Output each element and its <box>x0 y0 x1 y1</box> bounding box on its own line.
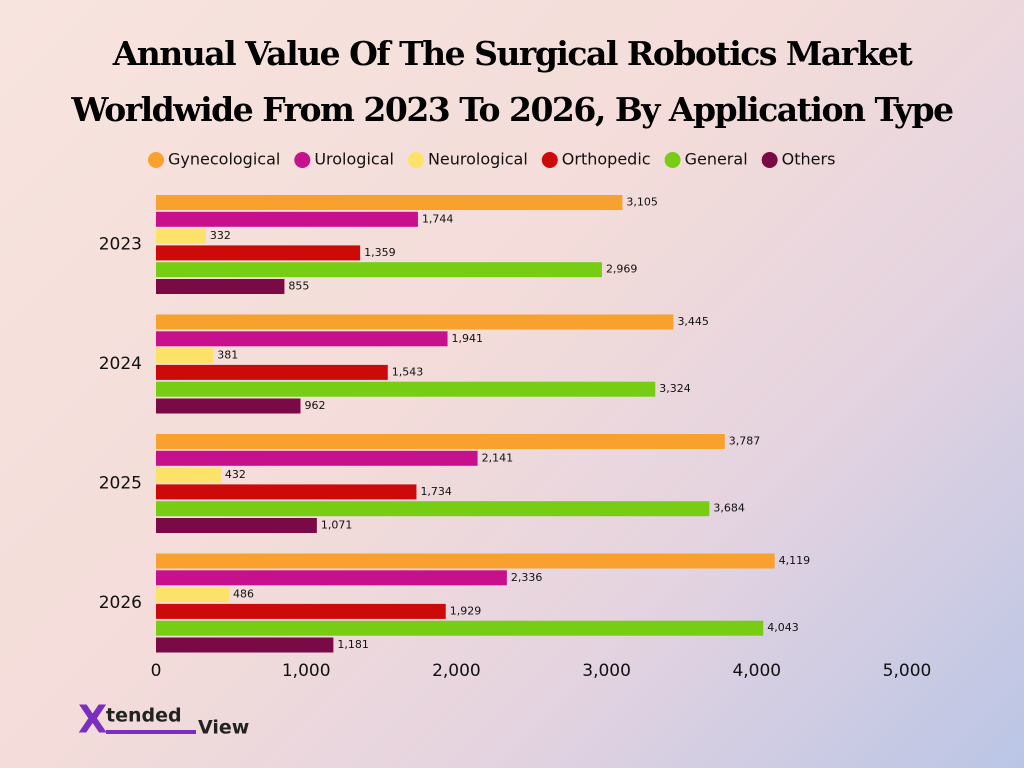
legend-swatch <box>294 152 311 168</box>
bar <box>156 484 417 500</box>
value-label: 1,071 <box>321 519 353 532</box>
bar <box>156 228 206 244</box>
x-tick-label: 5,000 <box>883 661 932 681</box>
bar <box>156 348 214 364</box>
bar <box>156 637 334 653</box>
value-label: 4,043 <box>767 621 799 634</box>
bar <box>156 279 285 294</box>
value-label: 3,445 <box>677 315 709 328</box>
y-tick-label: 2023 <box>99 235 142 255</box>
bar <box>156 434 725 449</box>
bar <box>156 450 478 466</box>
value-label: 381 <box>217 349 238 362</box>
x-tick-label: 3,000 <box>582 661 631 681</box>
bar <box>156 195 623 210</box>
title-line: Annual Value Of The Surgical Robotics Ma… <box>112 34 913 73</box>
logo-text: View <box>198 717 249 739</box>
bar <box>156 587 229 603</box>
bar <box>156 262 602 278</box>
bar <box>156 570 507 586</box>
value-label: 4,119 <box>779 554 811 567</box>
bar <box>156 553 775 569</box>
legend-swatch <box>664 152 681 168</box>
value-label: 3,684 <box>713 502 745 515</box>
y-tick-label: 2024 <box>99 354 142 374</box>
legend-label: Neurological <box>428 150 528 169</box>
chart-title: Annual Value Of The Surgical Robotics Ma… <box>0 26 1024 138</box>
bar <box>156 245 361 261</box>
value-label: 1,181 <box>337 638 369 651</box>
legend-label: Gynecological <box>168 150 280 169</box>
value-label: 2,141 <box>482 451 514 464</box>
x-tick-label: 4,000 <box>732 661 781 681</box>
bar <box>156 381 656 397</box>
legend-label: Others <box>782 150 836 169</box>
bar <box>156 501 710 517</box>
bar <box>156 518 317 533</box>
bar <box>156 467 221 483</box>
value-label: 962 <box>304 399 325 412</box>
legend-swatch <box>407 152 424 168</box>
value-label: 486 <box>233 588 254 601</box>
logo: X tended View <box>78 698 249 742</box>
value-label: 432 <box>225 468 246 481</box>
value-label: 2,969 <box>606 263 638 276</box>
y-tick-label: 2026 <box>99 593 142 613</box>
value-label: 332 <box>210 229 231 242</box>
x-tick-label: 0 <box>151 661 162 681</box>
value-label: 3,324 <box>659 382 691 395</box>
y-tick-label: 2025 <box>99 474 142 494</box>
value-label: 1,929 <box>450 604 482 617</box>
bar <box>156 364 388 380</box>
value-label: 1,359 <box>364 246 396 259</box>
legend-label: Orthopedic <box>562 150 651 169</box>
legend-label: General <box>685 150 748 169</box>
legend-swatch <box>541 152 558 168</box>
value-label: 2,336 <box>511 571 543 584</box>
logo-mark: X <box>78 698 107 742</box>
x-tick-label: 1,000 <box>282 661 331 681</box>
bar <box>156 398 301 414</box>
value-label: 1,543 <box>392 365 424 378</box>
bar <box>156 331 448 347</box>
legend-swatch <box>148 152 164 168</box>
logo-text: tended <box>106 705 182 727</box>
value-label: 1,941 <box>452 332 484 345</box>
bar <box>156 314 674 330</box>
bar <box>156 603 446 619</box>
value-label: 855 <box>288 280 309 293</box>
value-label: 1,744 <box>422 212 454 225</box>
title-line: Worldwide From 2023 To 2026, By Applicat… <box>71 90 954 129</box>
x-tick-label: 2,000 <box>432 661 481 681</box>
value-label: 3,787 <box>729 435 761 448</box>
bar <box>156 620 764 636</box>
bar <box>156 211 418 227</box>
value-label: 3,105 <box>626 196 658 209</box>
legend-swatch <box>761 152 778 168</box>
value-label: 1,734 <box>420 485 452 498</box>
legend-label: Urological <box>314 150 394 169</box>
